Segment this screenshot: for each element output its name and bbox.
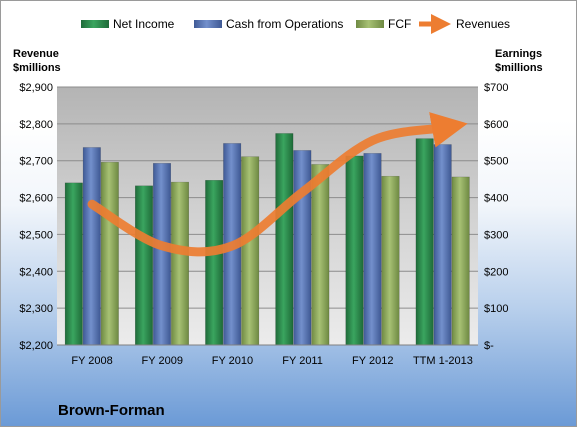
left-tick-label: $2,300 (19, 303, 53, 315)
left-axis-title-line2: $millions (13, 62, 61, 74)
bar-fcf-fy-2011 (312, 164, 330, 345)
legend-item-fcf: FCF (356, 17, 411, 31)
right-axis-title-line2: $millions (495, 62, 543, 74)
left-tick-label: $2,200 (19, 340, 53, 352)
bar-net-income-fy-2012 (346, 156, 364, 345)
bar-net-income-fy-2009 (135, 186, 153, 345)
bar-net-income-fy-2010 (205, 180, 223, 345)
legend-item-cash-from-operations: Cash from Operations (194, 17, 343, 31)
bar-fcf-fy-2012 (382, 176, 400, 345)
legend-swatch-net-income (81, 20, 109, 28)
right-tick-label: $500 (484, 156, 508, 168)
right-tick-label: $400 (484, 193, 508, 205)
bar-cash-from-operations-fy-2011 (294, 150, 312, 345)
legend-label-net-income: Net Income (113, 17, 175, 31)
bar-net-income-fy-2008 (65, 183, 83, 345)
legend-swatch-cash-from-operations (194, 20, 222, 28)
bar-cash-from-operations-fy-2008 (83, 147, 101, 345)
bar-fcf-fy-2009 (171, 182, 189, 345)
bar-fcf-fy-2010 (241, 157, 259, 345)
bar-cash-from-operations-fy-2009 (153, 163, 171, 345)
right-axis-ticks: $- $100 $200 $300 $400 $500 $600 $700 (484, 82, 508, 352)
x-tick-label: FY 2010 (212, 355, 253, 367)
company-name: Brown-Forman (58, 402, 165, 419)
bar-net-income-fy-2011 (276, 133, 294, 345)
x-tick-label: TTM 1-2013 (413, 355, 473, 367)
plot-area (57, 87, 478, 345)
legend-label-fcf: FCF (388, 17, 411, 31)
right-tick-label: $300 (484, 229, 508, 241)
x-tick-label: FY 2008 (71, 355, 112, 367)
right-tick-label: $600 (484, 119, 508, 131)
left-tick-label: $2,400 (19, 266, 53, 278)
left-tick-label: $2,700 (19, 156, 53, 168)
x-axis-ticks: FY 2008 FY 2009 FY 2010 FY 2011 FY 2012 TTM 1… (71, 355, 472, 367)
left-tick-label: $2,500 (19, 229, 53, 241)
right-tick-label: $- (484, 340, 494, 352)
bar-cash-from-operations-fy-2012 (364, 153, 382, 345)
bar-fcf-fy-2008 (101, 162, 119, 345)
right-tick-label: $700 (484, 82, 508, 94)
legend: Net Income Cash from Operations FCF Reve… (81, 17, 510, 31)
x-tick-label: FY 2012 (352, 355, 393, 367)
left-axis-ticks: $2,200 $2,300 $2,400 $2,500 $2,600 $2,700 $2,8… (19, 82, 53, 352)
legend-swatch-fcf (356, 20, 384, 28)
left-tick-label: $2,600 (19, 193, 53, 205)
right-tick-label: $100 (484, 303, 508, 315)
legend-label-cash-from-operations: Cash from Operations (226, 17, 343, 31)
bar-fcf-ttm-1-2013 (452, 177, 470, 345)
x-tick-label: FY 2011 (282, 355, 323, 367)
right-tick-label: $200 (484, 266, 508, 278)
legend-label-revenues: Revenues (456, 17, 510, 31)
left-tick-label: $2,800 (19, 119, 53, 131)
bar-cash-from-operations-ttm-1-2013 (434, 144, 452, 345)
legend-item-revenues: Revenues (419, 17, 510, 31)
left-tick-label: $2,900 (19, 82, 53, 94)
x-tick-label: FY 2009 (142, 355, 183, 367)
bar-net-income-ttm-1-2013 (416, 139, 434, 345)
right-axis-title-line1: Earnings (495, 48, 542, 60)
legend-item-net-income: Net Income (81, 17, 175, 31)
left-axis-title-line1: Revenue (13, 48, 59, 60)
